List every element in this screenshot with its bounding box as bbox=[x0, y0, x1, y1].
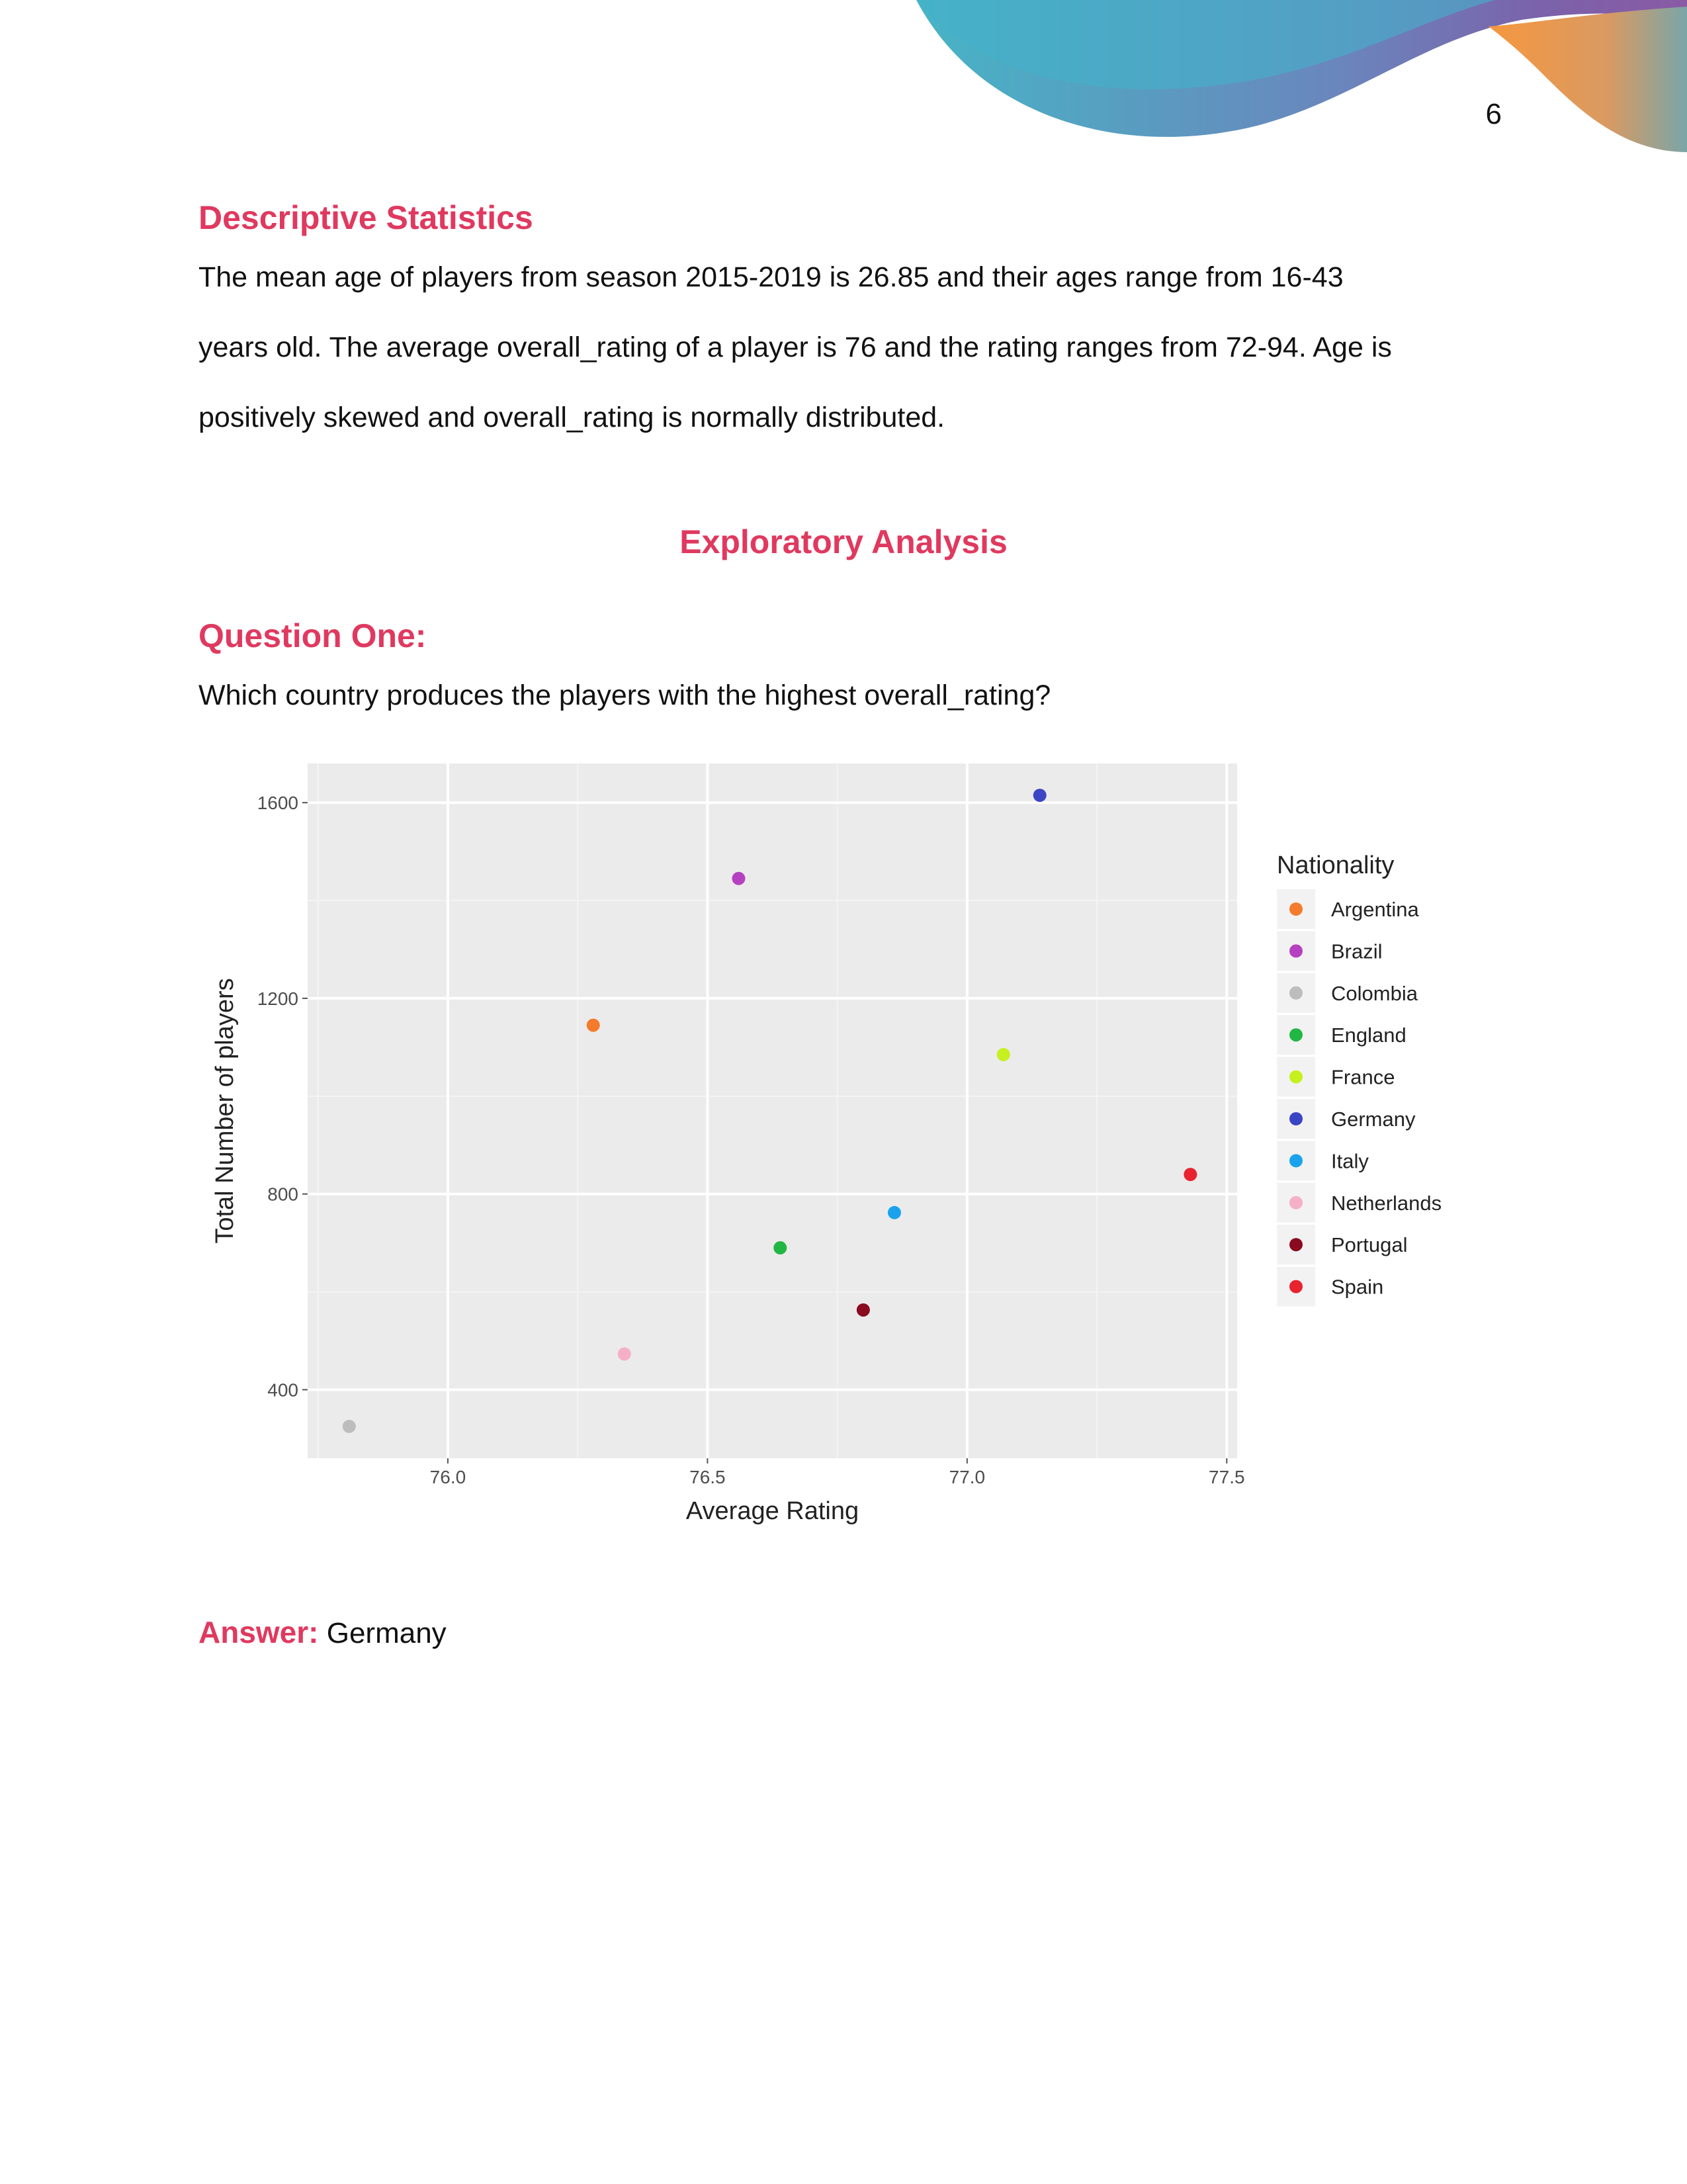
header-wave-decoration bbox=[916, 0, 1687, 152]
plot-panel bbox=[308, 764, 1237, 1458]
answer-value: Germany bbox=[326, 1617, 447, 1649]
legend-marker bbox=[1289, 1196, 1303, 1209]
data-point bbox=[732, 871, 746, 885]
y-tick-label: 1200 bbox=[257, 988, 298, 1009]
y-tick-label: 800 bbox=[267, 1184, 298, 1205]
scatter-chart: 76.0 76.5 77.0 77.5 400 800 1200 1600 Average Ra… bbox=[211, 764, 1442, 1525]
data-point bbox=[342, 1419, 356, 1433]
descriptive-statistics-paragraph: The mean age of players from season 2015… bbox=[198, 242, 1489, 453]
paragraph-line: years old. The average overall_rating of… bbox=[198, 331, 1392, 363]
x-tick-label: 77.5 bbox=[1209, 1467, 1245, 1487]
legend-marker bbox=[1289, 986, 1303, 1000]
data-point bbox=[856, 1303, 870, 1317]
x-tick-label: 76.5 bbox=[689, 1467, 726, 1487]
answer-label: Answer: bbox=[198, 1615, 319, 1649]
data-point bbox=[1184, 1168, 1197, 1182]
legend-marker bbox=[1289, 902, 1303, 916]
data-point bbox=[996, 1047, 1010, 1061]
legend-label: Argentina bbox=[1331, 898, 1419, 921]
legend-label: Germany bbox=[1331, 1108, 1416, 1131]
data-point bbox=[887, 1205, 901, 1219]
legend-label: Colombia bbox=[1331, 982, 1418, 1005]
y-tick-label: 400 bbox=[267, 1379, 298, 1400]
x-tick-label: 76.0 bbox=[430, 1467, 466, 1487]
y-tick-label: 1600 bbox=[257, 793, 298, 813]
descriptive-statistics-heading: Descriptive Statistics bbox=[198, 199, 533, 236]
legend-title: Nationality bbox=[1277, 852, 1394, 879]
answer-line: Answer: Germany bbox=[198, 1614, 447, 1650]
data-point bbox=[1033, 789, 1047, 803]
legend-label: Brazil bbox=[1331, 939, 1383, 963]
page-number: 6 bbox=[1485, 98, 1502, 130]
legend-label: Spain bbox=[1331, 1276, 1383, 1299]
y-axis-title: Total Number of players bbox=[211, 978, 239, 1243]
legend-marker bbox=[1289, 1112, 1303, 1125]
legend-marker bbox=[1289, 1154, 1303, 1168]
exploratory-analysis-heading: Exploratory Analysis bbox=[679, 523, 1008, 560]
x-axis-title: Average Rating bbox=[686, 1497, 859, 1525]
legend-marker bbox=[1289, 1280, 1303, 1293]
legend-marker bbox=[1289, 1238, 1303, 1252]
legend-label: Italy bbox=[1331, 1149, 1369, 1172]
legend-marker bbox=[1289, 1070, 1303, 1084]
x-tick-label: 77.0 bbox=[949, 1467, 986, 1487]
question-one-heading: Question One: bbox=[198, 617, 427, 654]
legend-label: England bbox=[1331, 1024, 1406, 1047]
data-point bbox=[586, 1018, 600, 1032]
legend-label: Portugal bbox=[1331, 1233, 1407, 1256]
legend-marker bbox=[1289, 1028, 1303, 1042]
legend-label: France bbox=[1331, 1066, 1395, 1089]
data-point bbox=[617, 1347, 631, 1361]
paragraph-line: positively skewed and overall_rating is … bbox=[198, 402, 945, 433]
question-text: Which country produces the players with … bbox=[198, 679, 1051, 711]
data-point bbox=[773, 1241, 787, 1255]
legend-marker bbox=[1289, 944, 1303, 958]
paragraph-line: The mean age of players from season 2015… bbox=[198, 261, 1344, 293]
legend-label: Netherlands bbox=[1331, 1192, 1442, 1215]
